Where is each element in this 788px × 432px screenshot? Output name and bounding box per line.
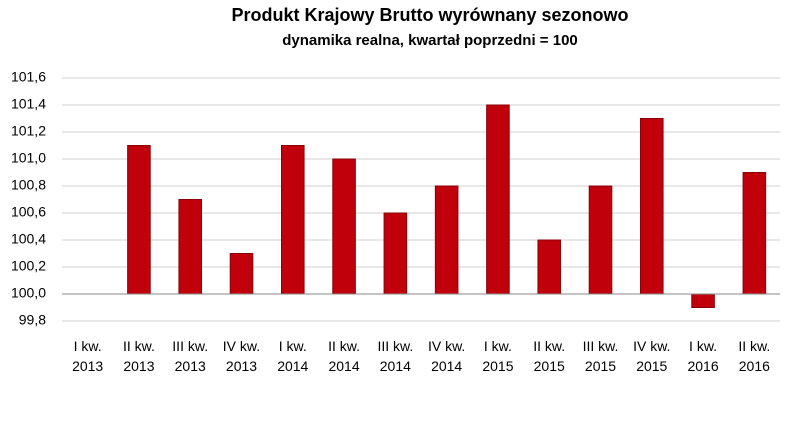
y-tick-label: 100,2 <box>11 258 46 274</box>
x-tick-label: IV kw. 2013 <box>222 338 261 374</box>
x-tick-label: II kw. 2015 <box>533 338 566 374</box>
x-tick-label: I kw. 2016 <box>687 338 719 374</box>
bar <box>178 199 202 295</box>
bar <box>640 118 664 295</box>
x-tick-label: IV kw. 2014 <box>427 338 466 374</box>
x-tick-label: II kw. 2014 <box>328 338 361 374</box>
bar <box>588 185 613 295</box>
bar <box>434 185 459 295</box>
y-tick-label: 100,6 <box>11 204 46 220</box>
x-tick-label: III kw. 2013 <box>172 338 209 374</box>
x-tick-label: I kw. 2015 <box>482 338 514 374</box>
y-tick-label: 101,6 <box>11 69 46 85</box>
x-tick-label: II kw. 2016 <box>738 338 771 374</box>
bar <box>742 172 767 295</box>
bar <box>486 104 510 295</box>
bar <box>229 253 254 295</box>
bar <box>127 145 151 295</box>
x-tick-label: III kw. 2014 <box>377 338 414 374</box>
y-tick-label: 101,2 <box>11 123 46 139</box>
x-tick-label: II kw. 2013 <box>122 338 155 374</box>
bar <box>281 145 305 295</box>
chart-subtitle: dynamika realna, kwartał poprzedni = 100 <box>282 32 578 49</box>
x-tick-label: I kw. 2014 <box>277 338 309 374</box>
y-tick-label: 100,8 <box>11 177 46 193</box>
y-tick-label: 99,8 <box>19 312 46 328</box>
chart-title: Produkt Krajowy Brutto wyrównany sezonow… <box>231 5 628 25</box>
bar <box>383 212 408 295</box>
y-tick-label: 100,4 <box>11 231 46 247</box>
bar <box>537 239 561 295</box>
y-tick-label: 100,0 <box>11 285 46 301</box>
y-tick-label: 101,4 <box>11 96 46 112</box>
x-tick-label: IV kw. 2015 <box>633 338 671 374</box>
x-tick-label: III kw. 2015 <box>582 338 619 374</box>
x-tick-label: I kw. 2013 <box>72 338 104 374</box>
bar <box>691 293 715 308</box>
bar <box>332 158 356 295</box>
y-tick-label: 101,0 <box>11 150 46 166</box>
